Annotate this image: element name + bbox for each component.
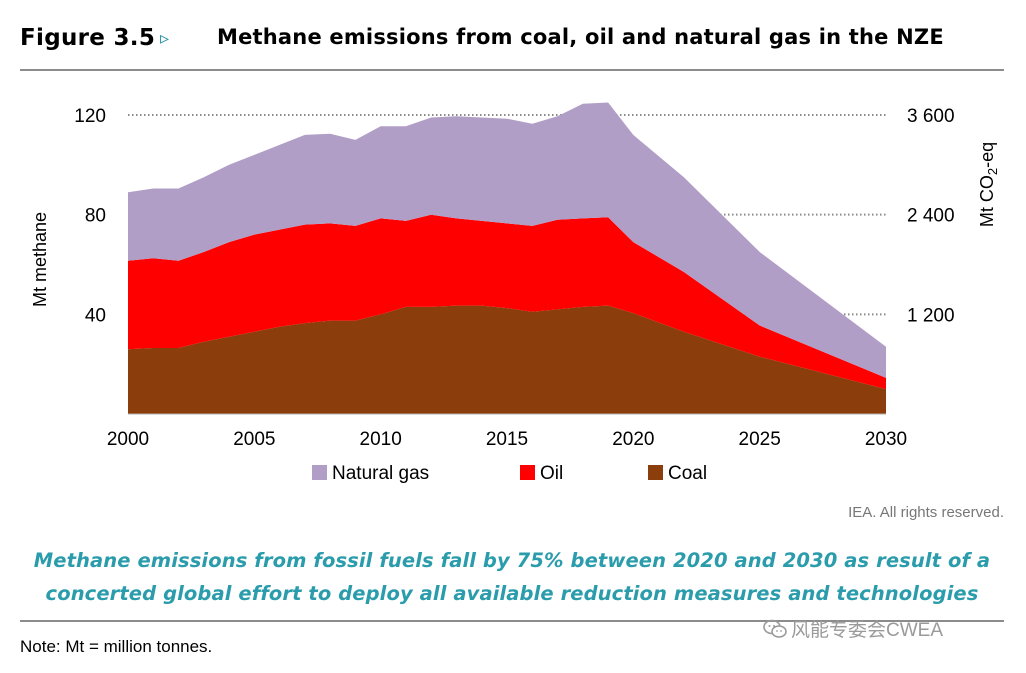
x-axis-ticks: 2000 2005 2010 2015 2020 2025 2030 [107,429,907,450]
y-axis-ticks: 40 80 120 [74,106,106,326]
y2tick-label-0: 1 200 [907,305,955,326]
xtick-label-2030: 2030 [865,429,907,450]
footnote: Note: Mt = million tonnes. [20,637,213,656]
y2tick-label-1: 2 400 [907,206,955,227]
legend-swatch-oil [520,465,535,480]
legend-label-coal: Coal [668,463,707,484]
area-series [128,102,886,414]
legend-swatch-coal [648,465,663,480]
legend-label-oil: Oil [540,463,563,484]
wechat-icon [763,619,787,639]
xtick-label-2020: 2020 [612,429,654,450]
figure-arrow-icon: ▹ [160,28,170,48]
figure-caption: Methane emissions from fossil fuels fall… [20,544,1004,610]
legend: Natural gas Oil Coal [312,463,707,484]
y2-label-tail: -eq [977,142,997,168]
y2-axis-ticks: 1 200 2 400 3 600 [907,106,955,326]
area-oil [128,214,886,390]
xtick-label-2000: 2000 [107,429,149,450]
xtick-label-2015: 2015 [486,429,528,450]
y-axis-label: Mt methane [30,212,50,307]
xtick-label-2025: 2025 [739,429,781,450]
legend-label-natural-gas: Natural gas [332,463,429,484]
caption-line-2: concerted global effort to deploy all av… [45,582,979,605]
xtick-label-2010: 2010 [360,429,402,450]
figure-label: Figure 3.5 [20,25,156,51]
area-coal [128,305,886,414]
y2-axis-label: Mt CO2-eq [977,142,1000,227]
methane-area-chart: 40 80 120 1 200 2 400 3 600 2000 2005 2010 2015… [30,102,1000,484]
figure-title: Methane emissions from coal, oil and nat… [217,25,944,49]
legend-swatch-natural-gas [312,465,327,480]
y2-label-sub: 2 [985,168,1000,175]
area-natural-gas [128,102,886,378]
watermark-text: 风能专委会CWEA [791,620,944,641]
ytick-label-40: 40 [85,305,106,326]
top-divider [20,69,1004,71]
ytick-label-120: 120 [74,106,106,127]
xtick-label-2005: 2005 [233,429,275,450]
caption-line-1: Methane emissions from fossil fuels fall… [33,549,991,572]
y2tick-label-2: 3 600 [907,106,955,127]
figure-header: Figure 3.5 ▹ Methane emissions from coal… [20,22,1004,70]
watermark: 风能专委会CWEA [763,615,943,642]
rights-notice: IEA. All rights reserved. [848,504,1004,521]
ytick-label-80: 80 [85,206,106,227]
y2-label-main: Mt CO [977,175,997,227]
bottom-divider [20,620,1004,622]
